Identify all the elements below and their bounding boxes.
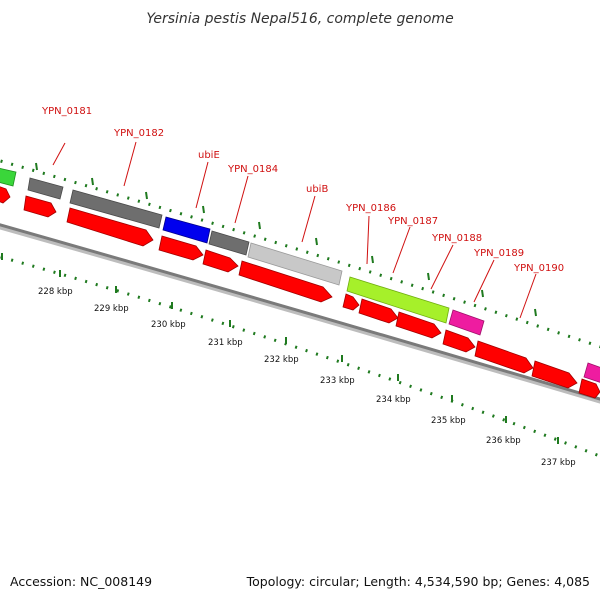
- outer-tick: [481, 289, 484, 298]
- gene-label-ypn0190: YPN_0190: [513, 263, 564, 274]
- tick-label: 236 kbp: [486, 436, 521, 446]
- cds-arrow: [578, 378, 600, 399]
- tick-label: 228 kbp: [38, 287, 73, 297]
- leader-line: [473, 259, 495, 303]
- leader-line: [430, 244, 454, 290]
- gene-label-ypn0184: YPN_0184: [227, 164, 278, 175]
- cds-arrow: [66, 207, 154, 247]
- gene-block-ypn0186-0187: [346, 276, 450, 324]
- accession-text: Accession: NC_008149: [10, 574, 152, 589]
- gene-block-ypn0184: [208, 230, 250, 256]
- leader-line: [52, 142, 66, 166]
- gene-label-leaders: [52, 141, 537, 319]
- cds-arrow: [342, 293, 360, 311]
- leader-line: [301, 195, 316, 243]
- tick-label: 231 kbp: [208, 338, 243, 348]
- leader-line: [366, 215, 370, 265]
- outer-tick: [145, 191, 148, 200]
- feature-lane-outer: [0, 168, 600, 383]
- cds-lane: [0, 186, 600, 399]
- gene-label-ypn0188: YPN_0188: [431, 233, 482, 244]
- cds-arrow: [202, 249, 239, 273]
- outer-tick: [258, 221, 261, 230]
- gene-label-ypn0189: YPN_0189: [473, 248, 524, 259]
- outer-major-ticks: [35, 162, 537, 317]
- cds-arrow: [442, 329, 476, 353]
- tick-label: 232 kbp: [264, 355, 299, 365]
- outer-tick: [427, 272, 430, 281]
- tick-label: 229 kbp: [94, 304, 129, 314]
- outer-tick: [534, 308, 537, 317]
- tick-label: 237 kbp: [541, 458, 576, 468]
- backbone: [0, 223, 600, 401]
- backbone-shadow: [0, 224, 600, 404]
- leader-line: [392, 226, 411, 274]
- gene-label-ypn0182: YPN_0182: [113, 128, 164, 139]
- gene-block-ypn0182: [69, 189, 163, 229]
- gene-block-right-edge: [583, 362, 600, 383]
- gene-label-ubie: ubiE: [198, 150, 220, 161]
- genome-summary-text: Topology: circular; Length: 4,534,590 bp…: [246, 574, 590, 589]
- cds-arrow: [158, 235, 204, 261]
- leader-line: [195, 161, 209, 209]
- gene-labels: YPN_0181 YPN_0182 ubiE YPN_0184 ubiB YPN…: [41, 106, 564, 274]
- outer-tick: [35, 162, 38, 171]
- page-title: Yersinia pestis Nepal516, complete genom…: [146, 11, 453, 27]
- cds-arrow: [23, 195, 57, 218]
- outer-tick: [91, 177, 94, 186]
- cds-arrow: [531, 360, 578, 389]
- cds-arrow: [238, 260, 333, 303]
- cds-arrow: [474, 340, 534, 374]
- gene-block-ypn0188: [448, 309, 485, 336]
- cds-arrow: [358, 298, 399, 324]
- gene-label-ypn0187: YPN_0187: [387, 216, 438, 227]
- tick-label: 235 kbp: [431, 416, 466, 426]
- leader-line: [519, 273, 537, 319]
- leader-line: [123, 141, 137, 187]
- cds-arrow: [0, 186, 11, 204]
- tick-label: 233 kbp: [320, 376, 355, 386]
- gene-block-ubie: [162, 216, 211, 244]
- tick-labels: 228 kbp 229 kbp 230 kbp 231 kbp 232 kbp …: [38, 287, 576, 468]
- cds-arrow: [395, 311, 442, 339]
- outer-tick: [371, 255, 374, 264]
- tick-label: 234 kbp: [376, 395, 411, 405]
- major-ticks: [1, 253, 559, 444]
- outer-tick: [315, 237, 318, 246]
- gene-label-ubib: ubiB: [306, 184, 328, 195]
- gene-block-green: [0, 168, 17, 187]
- gene-block-ubib: [247, 242, 343, 286]
- gene-label-ypn0181: YPN_0181: [41, 106, 92, 117]
- gene-block-ypn0181: [27, 177, 64, 200]
- tick-label: 230 kbp: [151, 320, 186, 330]
- gene-label-ypn0186: YPN_0186: [345, 203, 396, 214]
- outer-tick: [202, 205, 205, 214]
- leader-line: [234, 175, 249, 224]
